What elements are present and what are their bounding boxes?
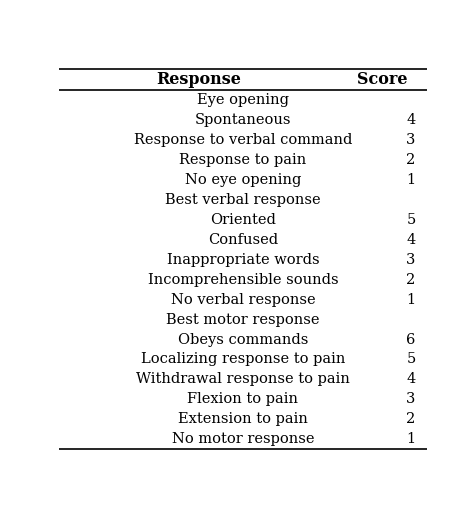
Text: Localizing response to pain: Localizing response to pain <box>141 352 345 366</box>
Text: Obeys commands: Obeys commands <box>178 332 308 347</box>
Text: Withdrawal response to pain: Withdrawal response to pain <box>136 373 350 386</box>
Text: Response: Response <box>156 71 241 88</box>
Text: Best verbal response: Best verbal response <box>165 193 321 207</box>
Text: Extension to pain: Extension to pain <box>178 412 308 426</box>
Text: 3: 3 <box>406 133 416 147</box>
Text: Confused: Confused <box>208 233 278 247</box>
Text: No motor response: No motor response <box>172 432 314 446</box>
Text: Response to verbal command: Response to verbal command <box>134 133 352 147</box>
Text: 4: 4 <box>406 233 416 247</box>
Text: 1: 1 <box>406 293 416 306</box>
Text: Response to pain: Response to pain <box>179 153 307 167</box>
Text: 3: 3 <box>406 392 416 406</box>
Text: Oriented: Oriented <box>210 213 276 227</box>
Text: Incomprehensible sounds: Incomprehensible sounds <box>147 273 338 287</box>
Text: 4: 4 <box>406 373 416 386</box>
Text: 5: 5 <box>406 213 416 227</box>
Text: 4: 4 <box>406 114 416 127</box>
Text: 3: 3 <box>406 253 416 267</box>
Text: 1: 1 <box>406 432 416 446</box>
Text: 2: 2 <box>406 153 416 167</box>
Text: 6: 6 <box>406 332 416 347</box>
Text: 2: 2 <box>406 412 416 426</box>
Text: 2: 2 <box>406 273 416 287</box>
Text: Inappropriate words: Inappropriate words <box>167 253 319 267</box>
Text: No eye opening: No eye opening <box>185 173 301 187</box>
Text: Spontaneous: Spontaneous <box>195 114 291 127</box>
Text: Best motor response: Best motor response <box>166 313 319 327</box>
Text: 5: 5 <box>406 352 416 366</box>
Text: Eye opening: Eye opening <box>197 94 289 107</box>
Text: 1: 1 <box>406 173 416 187</box>
Text: No verbal response: No verbal response <box>171 293 315 306</box>
Text: Flexion to pain: Flexion to pain <box>187 392 299 406</box>
Text: Score: Score <box>357 71 408 88</box>
